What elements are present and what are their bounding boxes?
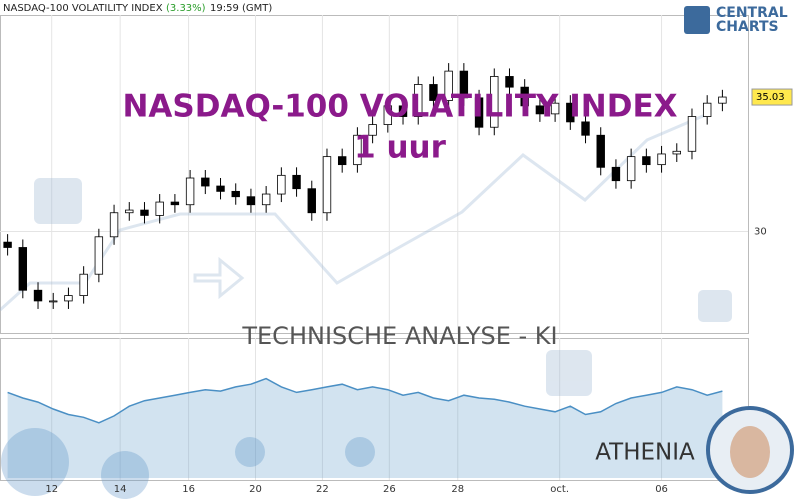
watermark-interval: 1 uur (354, 130, 447, 166)
candle-body (429, 84, 438, 101)
candle-body (490, 76, 499, 128)
marks (3, 63, 727, 478)
candle-body (383, 105, 393, 125)
arrow-icon (193, 256, 245, 300)
icon (34, 178, 82, 224)
candle-body (459, 70, 469, 99)
x-tick-label: oct. (550, 484, 569, 495)
candle-body (292, 174, 301, 190)
candle-body (109, 212, 119, 238)
candle-body (505, 76, 514, 88)
grid (0, 15, 748, 480)
price-panel (0, 15, 749, 334)
candle-body (185, 177, 195, 206)
price-label: 35.03 (756, 92, 785, 103)
candle-body (444, 70, 453, 101)
candle-body (611, 166, 621, 182)
header-change: (3.33%) (166, 3, 206, 14)
banner: TECHNISCHE ANALYSE - KI (241, 322, 557, 350)
candle-body (261, 193, 271, 206)
candle-body (33, 289, 43, 302)
brand: ATHENIA (595, 440, 695, 466)
arrow-icon (235, 437, 265, 467)
arrow-icon (101, 451, 149, 499)
candle-body (687, 116, 697, 152)
candle-body (596, 134, 605, 168)
watermark-title: NASDAQ-100 VOLATILITY INDEX (122, 89, 677, 125)
indicator-line (7, 377, 723, 424)
icon (698, 290, 732, 322)
logo-text: CHARTS (716, 19, 779, 35)
candle-body (368, 124, 377, 136)
candle-body (550, 102, 560, 115)
candle-body (581, 121, 590, 136)
header-time: 19:59 (GMT) (210, 3, 272, 14)
candle-body (566, 102, 575, 123)
candle-body (216, 185, 225, 192)
x-tick-label: 06 (655, 484, 668, 495)
x-tick-label: 14 (114, 484, 127, 495)
x-tick-label: 28 (451, 484, 464, 495)
candle-body (474, 97, 484, 128)
price-box (751, 88, 793, 106)
candle-body (642, 156, 651, 166)
x-tick-label: 20 (249, 484, 262, 495)
candle-body (657, 153, 666, 166)
candle-body (626, 156, 636, 182)
candle-body (79, 273, 88, 296)
x-tick-label: 16 (182, 484, 195, 495)
candle-body (49, 300, 58, 303)
candle-body (94, 236, 104, 275)
candle-body (307, 188, 316, 214)
icon (546, 350, 592, 396)
candle-body (18, 247, 28, 291)
candle-body (702, 102, 712, 117)
candle-body (414, 84, 423, 117)
avatar-face (730, 426, 770, 478)
candle-body (170, 201, 180, 206)
candle-body (353, 134, 362, 166)
x-tick-label: 22 (316, 484, 329, 495)
candle-body (277, 174, 286, 195)
candle-body (64, 295, 73, 302)
candle-body (125, 209, 134, 214)
candle-body (718, 96, 727, 104)
x-tick-label: 12 (45, 484, 58, 495)
candle-body (535, 105, 545, 115)
candle-body (201, 177, 210, 187)
candle-body (140, 209, 149, 216)
logo-text: CENTRAL (716, 5, 788, 21)
y-tick-label: 30 (754, 226, 767, 237)
logo-mark (684, 6, 710, 34)
indicator-area (7, 378, 723, 478)
candle-body (337, 156, 347, 166)
x-tick-label: 26 (383, 484, 396, 495)
candle-body (398, 105, 408, 117)
candle-body (672, 150, 681, 155)
candle-body (520, 86, 529, 107)
candle-body (246, 196, 256, 206)
arrow-icon (345, 437, 375, 467)
header-title: NASDAQ-100 VOLATILITY INDEX (3, 3, 163, 14)
candle-body (155, 201, 164, 216)
arrow-icon (1, 428, 69, 496)
candle-body (322, 156, 332, 214)
candle-body (231, 190, 240, 198)
candle-body (3, 241, 12, 248)
